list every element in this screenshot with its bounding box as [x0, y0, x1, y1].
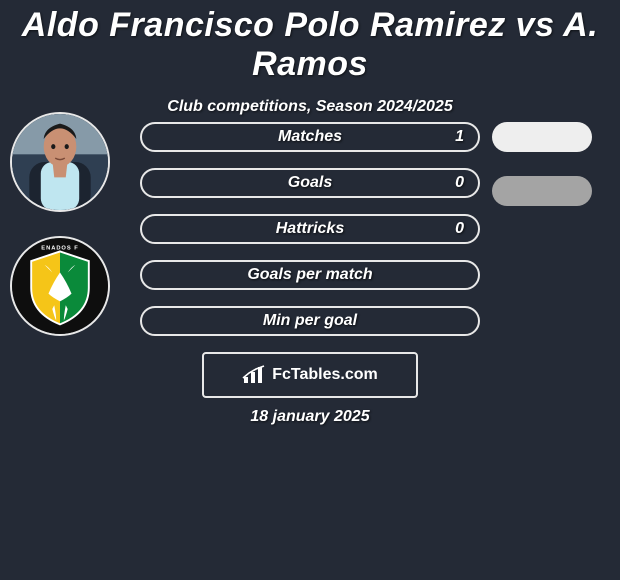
page-title: Aldo Francisco Polo Ramirez vs A. Ramos: [0, 0, 620, 84]
team-crest-avatar: ENADOS F: [10, 236, 110, 336]
svg-text:ENADOS F: ENADOS F: [41, 246, 78, 252]
player-photo-icon: [12, 112, 108, 212]
pill-bottom: [492, 176, 592, 206]
stat-label: Goals per match: [247, 266, 372, 284]
stat-row-mpg: Min per goal: [140, 306, 480, 336]
stat-value: 0: [455, 174, 464, 192]
stat-row-gpm: Goals per match: [140, 260, 480, 290]
team-crest-icon: ENADOS F: [12, 236, 108, 336]
pill-top: [492, 122, 592, 152]
player-avatar: [10, 112, 110, 212]
right-pill-column: [492, 122, 592, 230]
stat-label: Matches: [278, 128, 342, 146]
snapshot-date: 18 january 2025: [250, 408, 369, 426]
stat-value: 0: [455, 220, 464, 238]
stat-value: 1: [455, 128, 464, 146]
stats-column: Matches 1 Goals 0 Hattricks 0 Goals per …: [140, 122, 480, 352]
stat-label: Min per goal: [263, 312, 357, 330]
brand-text: FcTables.com: [272, 366, 378, 384]
stat-row-matches: Matches 1: [140, 122, 480, 152]
brand-badge: FcTables.com: [202, 352, 418, 398]
stat-row-goals: Goals 0: [140, 168, 480, 198]
stat-label: Goals: [288, 174, 332, 192]
stat-label: Hattricks: [276, 220, 344, 238]
avatar-column: ENADOS F: [10, 112, 110, 360]
bar-chart-icon: [242, 365, 266, 385]
stat-row-hattricks: Hattricks 0: [140, 214, 480, 244]
